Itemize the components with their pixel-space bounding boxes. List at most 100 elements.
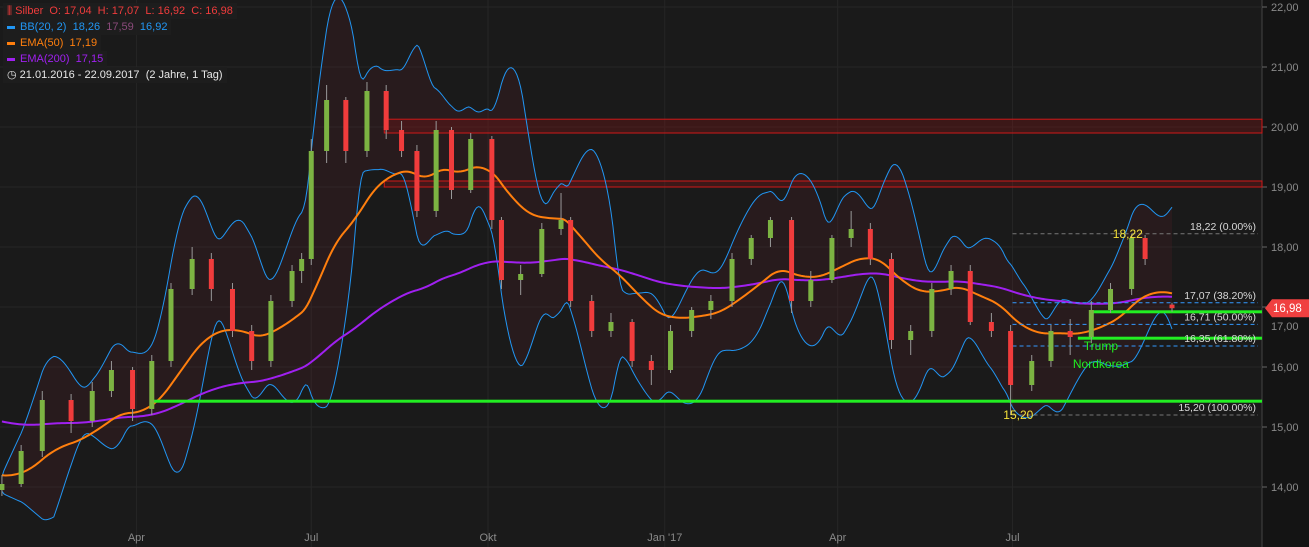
y-tick-label: 21,00 xyxy=(1271,62,1299,74)
ema200-label[interactable]: EMA(200) xyxy=(20,53,70,65)
candle-body xyxy=(988,322,994,331)
candle xyxy=(449,127,455,199)
candle-body xyxy=(130,370,136,409)
candle xyxy=(929,283,935,337)
ema200-swatch-icon xyxy=(7,57,15,61)
candle xyxy=(249,325,255,370)
candle-body xyxy=(1067,331,1073,337)
candle xyxy=(468,133,474,193)
candle xyxy=(343,97,349,163)
date-range-span: (2 Jahre, 1 Tag) xyxy=(145,69,223,81)
candle xyxy=(268,295,274,367)
date-range[interactable]: 21.01.2016 - 22.09.2017 xyxy=(19,69,140,81)
candle xyxy=(168,283,174,367)
candle xyxy=(433,121,439,217)
ema200-value: 17,15 xyxy=(75,53,104,65)
y-tick-label: 15,00 xyxy=(1271,422,1299,434)
bb-lower: 16,92 xyxy=(139,21,168,33)
bb-upper: 18,26 xyxy=(72,21,101,33)
candle-body xyxy=(1108,289,1114,310)
fib-level-label: 15,20 (100.00%) xyxy=(1178,402,1256,414)
candle-body xyxy=(289,271,295,301)
bollinger-lower-line xyxy=(1,168,1173,521)
x-tick-label: Okt xyxy=(479,532,496,544)
chart-annotation: 15,20 xyxy=(1003,408,1033,422)
candle xyxy=(888,253,894,349)
candle-body xyxy=(929,289,935,331)
candle-body xyxy=(383,91,389,130)
candle xyxy=(189,247,195,295)
bollinger-band-fill xyxy=(1,0,1172,520)
x-tick-label: Jan '17 xyxy=(647,532,682,544)
ema50-label[interactable]: EMA(50) xyxy=(20,37,64,49)
candle-body xyxy=(343,100,349,151)
candle xyxy=(689,307,695,337)
support-line xyxy=(1089,310,1262,314)
x-tick-label: Apr xyxy=(829,532,846,544)
x-tick-label: Jul xyxy=(304,532,318,544)
candle-body xyxy=(888,259,894,340)
candle-body xyxy=(748,238,754,259)
candle xyxy=(229,283,235,337)
candle-body xyxy=(324,100,330,151)
candle-body xyxy=(68,400,74,421)
y-tick-label: 14,00 xyxy=(1271,482,1299,494)
candle xyxy=(867,223,873,265)
candle-body xyxy=(189,259,195,289)
bb-swatch-icon xyxy=(7,25,15,29)
chart-annotation: 18,22 xyxy=(1113,227,1143,241)
support-line xyxy=(1077,336,1262,340)
clock-icon: ◷ xyxy=(7,69,17,81)
ema50-value: 17,19 xyxy=(69,37,98,49)
candle-body xyxy=(0,484,5,490)
candle-body xyxy=(568,220,574,301)
candle-body xyxy=(558,220,564,229)
candle-body xyxy=(967,271,973,322)
candle xyxy=(558,193,564,235)
candle xyxy=(68,394,74,433)
candle xyxy=(539,223,545,277)
candle xyxy=(1048,325,1054,367)
candle-body xyxy=(249,331,255,361)
candle-body xyxy=(629,322,635,361)
candle-body xyxy=(648,361,654,370)
candle-body xyxy=(308,151,314,259)
candle-body xyxy=(908,331,914,340)
ema50-swatch-icon xyxy=(7,41,15,45)
fib-level-label: 17,07 (38.20%) xyxy=(1184,290,1256,302)
candle xyxy=(568,217,574,307)
candle xyxy=(629,319,635,367)
candle-body xyxy=(608,322,614,331)
candle-body xyxy=(808,280,814,301)
candle-body xyxy=(1008,331,1014,385)
ema50-line xyxy=(1,166,1173,477)
candle-body xyxy=(498,220,504,280)
instrument-name[interactable]: Silber xyxy=(15,5,44,17)
chart-annotation: Trump xyxy=(1084,339,1119,353)
candle xyxy=(1029,355,1035,391)
y-tick-label: 20,00 xyxy=(1271,122,1299,134)
candle xyxy=(108,361,114,397)
candle xyxy=(1129,233,1135,295)
bb-mid: 17,59 xyxy=(106,21,134,33)
candle xyxy=(289,265,295,307)
candle xyxy=(1142,235,1148,265)
candle xyxy=(767,217,773,247)
candle-body xyxy=(1048,331,1054,361)
candle xyxy=(708,295,714,319)
candle-body xyxy=(18,451,24,484)
candle-body xyxy=(433,130,439,211)
candle-body xyxy=(1142,238,1148,259)
candle xyxy=(89,382,95,427)
bb-label[interactable]: BB(20, 2) xyxy=(20,21,67,33)
candle-body xyxy=(518,274,524,280)
y-tick-label: 16,00 xyxy=(1271,362,1299,374)
candle xyxy=(489,136,495,229)
candle-body xyxy=(1088,310,1094,337)
candle-body xyxy=(668,331,674,370)
candle-body xyxy=(229,289,235,331)
candle-body xyxy=(1169,304,1175,309)
candle-body xyxy=(89,391,95,421)
fib-level-label: 18,22 (0.00%) xyxy=(1190,221,1256,233)
